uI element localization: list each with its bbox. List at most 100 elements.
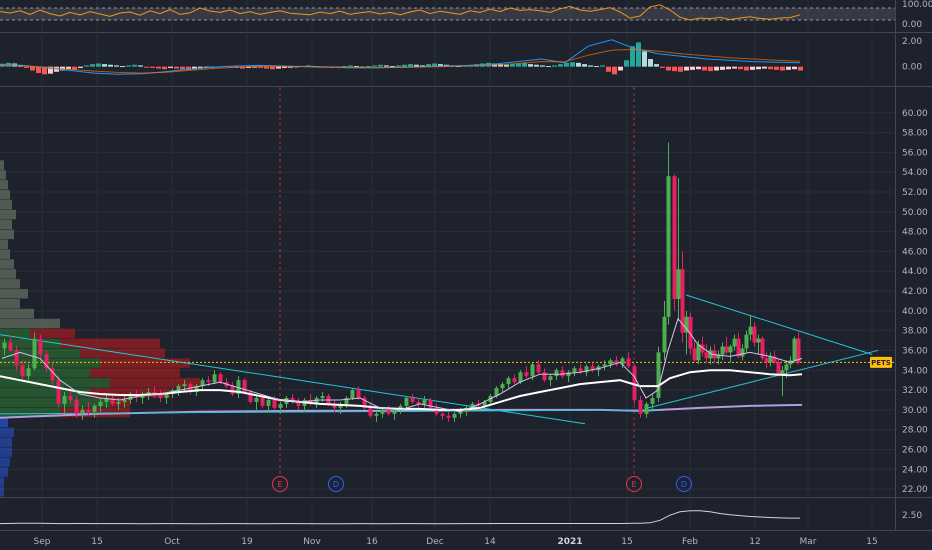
candle[interactable] — [732, 334, 737, 351]
candle[interactable] — [692, 338, 697, 363]
candle[interactable] — [92, 403, 97, 418]
macd-histogram-bar[interactable] — [126, 65, 131, 67]
candle[interactable] — [590, 362, 595, 373]
macd-histogram-bar[interactable] — [726, 66, 731, 70]
macd-histogram-bar[interactable] — [732, 66, 737, 69]
candle[interactable] — [776, 358, 781, 377]
candle[interactable] — [392, 407, 397, 420]
candle[interactable] — [584, 364, 589, 377]
macd-histogram-bar[interactable] — [240, 66, 245, 69]
candle[interactable] — [506, 376, 511, 389]
macd-histogram-bar[interactable] — [534, 64, 539, 67]
candle[interactable] — [266, 397, 271, 412]
candle[interactable] — [676, 178, 681, 321]
macd-histogram-bar[interactable] — [96, 63, 101, 67]
macd-histogram-bar[interactable] — [696, 66, 701, 70]
macd-histogram-bar[interactable] — [594, 66, 599, 68]
macd-histogram-bar[interactable] — [672, 66, 677, 72]
macd-histogram-bar[interactable] — [258, 66, 263, 68]
macd-histogram-bar[interactable] — [276, 66, 281, 69]
price-axis[interactable]: 100.00 0.00 2.00 0.00 60.00 58.00 56.00 54.00 52… — [870, 0, 932, 521]
candle[interactable] — [158, 390, 163, 402]
candle[interactable] — [20, 360, 25, 381]
candle[interactable] — [410, 394, 415, 404]
candle[interactable] — [760, 336, 765, 361]
macd-histogram-bar[interactable] — [612, 66, 617, 75]
candle[interactable] — [716, 350, 721, 365]
candle[interactable] — [512, 374, 517, 385]
macd-histogram-bar[interactable] — [660, 66, 665, 68]
macd-histogram-bar[interactable] — [576, 62, 581, 67]
candle[interactable] — [422, 396, 427, 408]
candle[interactable] — [404, 396, 409, 408]
trendline[interactable] — [685, 294, 873, 355]
macd-histogram-bar[interactable] — [414, 64, 419, 67]
macd-histogram-bar[interactable] — [528, 64, 533, 67]
candle[interactable] — [86, 401, 91, 416]
candle[interactable] — [26, 364, 31, 381]
candle[interactable] — [80, 405, 85, 420]
candle[interactable] — [656, 346, 661, 402]
candle[interactable] — [740, 344, 745, 361]
macd-histogram-bar[interactable] — [630, 46, 635, 67]
macd-histogram-bar[interactable] — [642, 51, 647, 67]
macd-histogram-bar[interactable] — [420, 65, 425, 67]
macd-histogram-bar[interactable] — [750, 66, 755, 70]
candle[interactable] — [620, 356, 625, 369]
candle[interactable] — [8, 335, 13, 353]
macd-histogram-bar[interactable] — [72, 66, 77, 70]
candle[interactable] — [500, 382, 505, 393]
candle[interactable] — [44, 350, 49, 373]
candle[interactable] — [254, 396, 259, 410]
candle[interactable] — [350, 388, 355, 400]
candle[interactable] — [566, 370, 571, 383]
candle[interactable] — [38, 334, 43, 359]
macd-histogram-bar[interactable] — [90, 64, 95, 67]
macd-histogram-bar[interactable] — [714, 66, 719, 71]
macd-histogram-bar[interactable] — [522, 62, 527, 67]
macd-histogram-bar[interactable] — [516, 63, 521, 67]
macd-histogram-bar[interactable] — [498, 64, 503, 67]
ma-mid-line[interactable] — [0, 369, 803, 411]
time-axis[interactable]: Sep 15 Oct 19 Nov 16 Dec 14 2021 15 Feb 12 Mar 15 — [34, 537, 878, 547]
candle[interactable] — [248, 390, 253, 404]
macd-histogram-bar[interactable] — [186, 66, 191, 70]
candle[interactable] — [290, 394, 295, 404]
macd-histogram-bar[interactable] — [36, 66, 41, 74]
candle[interactable] — [380, 407, 385, 418]
candle[interactable] — [542, 368, 547, 383]
candle[interactable] — [748, 314, 753, 341]
macd-histogram-bar[interactable] — [198, 66, 203, 69]
candle[interactable] — [756, 334, 761, 355]
macd-histogram-bar[interactable] — [192, 66, 197, 70]
candle[interactable] — [278, 401, 283, 414]
macd-histogram-bar[interactable] — [174, 66, 179, 69]
macd-histogram-bar[interactable] — [798, 66, 803, 71]
macd-histogram-bar[interactable] — [648, 59, 653, 67]
candle[interactable] — [152, 386, 157, 398]
macd-histogram-bar[interactable] — [372, 65, 377, 67]
macd-histogram-bar[interactable] — [102, 64, 107, 67]
candle[interactable] — [720, 342, 725, 361]
macd-histogram-bar[interactable] — [402, 64, 407, 67]
event-marker[interactable]: D — [328, 476, 344, 492]
macd-histogram-bar[interactable] — [570, 62, 575, 67]
candle[interactable] — [684, 310, 689, 355]
candle[interactable] — [446, 411, 451, 422]
candle[interactable] — [662, 300, 667, 361]
candle[interactable] — [768, 352, 773, 367]
macd-histogram-bar[interactable] — [342, 66, 347, 68]
candle[interactable] — [74, 396, 79, 418]
candle[interactable] — [182, 380, 187, 393]
candle[interactable] — [560, 366, 565, 379]
macd-histogram-bar[interactable] — [786, 66, 791, 70]
macd-histogram-bar[interactable] — [552, 65, 557, 67]
candle[interactable] — [602, 360, 607, 371]
macd-histogram-bar[interactable] — [564, 62, 569, 67]
candle[interactable] — [626, 352, 631, 369]
candle[interactable] — [638, 396, 643, 418]
macd-histogram-bar[interactable] — [366, 66, 371, 68]
macd-histogram-bar[interactable] — [504, 64, 509, 67]
